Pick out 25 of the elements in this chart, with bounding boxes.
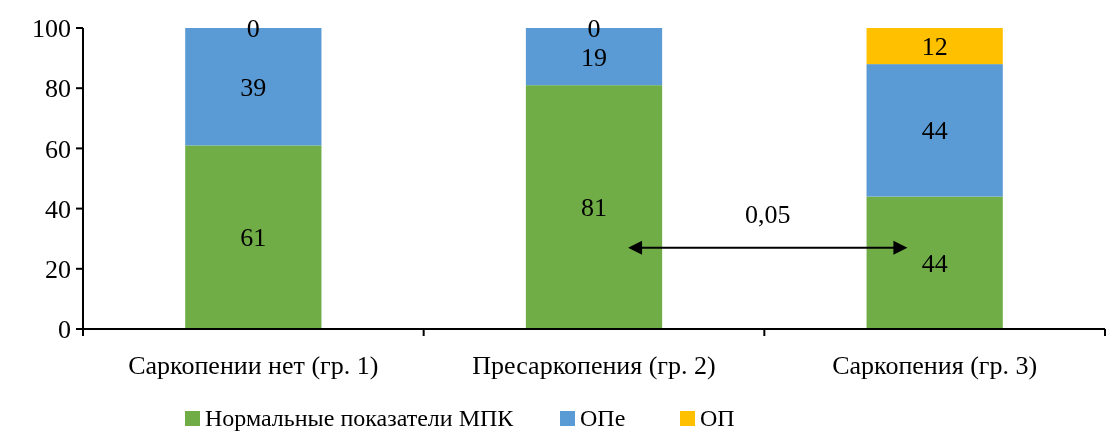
data-label: 44 xyxy=(921,248,948,278)
y-tick-label: 80 xyxy=(45,74,71,104)
data-label: 19 xyxy=(581,42,607,72)
y-tick-label: 20 xyxy=(45,254,71,284)
x-tick-label: Пресаркопения (гр. 2) xyxy=(472,351,716,380)
legend-label: Нормальные показатели МПК xyxy=(205,405,515,431)
bar xyxy=(185,145,322,329)
x-tick-label: Саркопении нет (гр. 1) xyxy=(128,351,379,380)
x-tick-label: Саркопения (гр. 3) xyxy=(832,351,1038,380)
bar xyxy=(866,64,1003,197)
y-tick-label: 40 xyxy=(45,194,71,224)
y-tick-label: 0 xyxy=(58,315,71,345)
legend-label: ОП xyxy=(700,405,735,431)
legend-label: ОПе xyxy=(580,405,626,431)
data-label: 81 xyxy=(581,193,607,223)
data-label: 39 xyxy=(240,72,267,102)
data-label: 12 xyxy=(921,32,948,62)
data-label: 61 xyxy=(240,223,267,253)
y-tick-label: 100 xyxy=(32,14,71,44)
y-tick-label: 60 xyxy=(45,134,71,164)
bar xyxy=(866,196,1003,329)
bar xyxy=(525,85,663,329)
bar xyxy=(866,28,1003,65)
data-label: 44 xyxy=(921,116,948,146)
annotation: 0,05 xyxy=(744,199,791,229)
